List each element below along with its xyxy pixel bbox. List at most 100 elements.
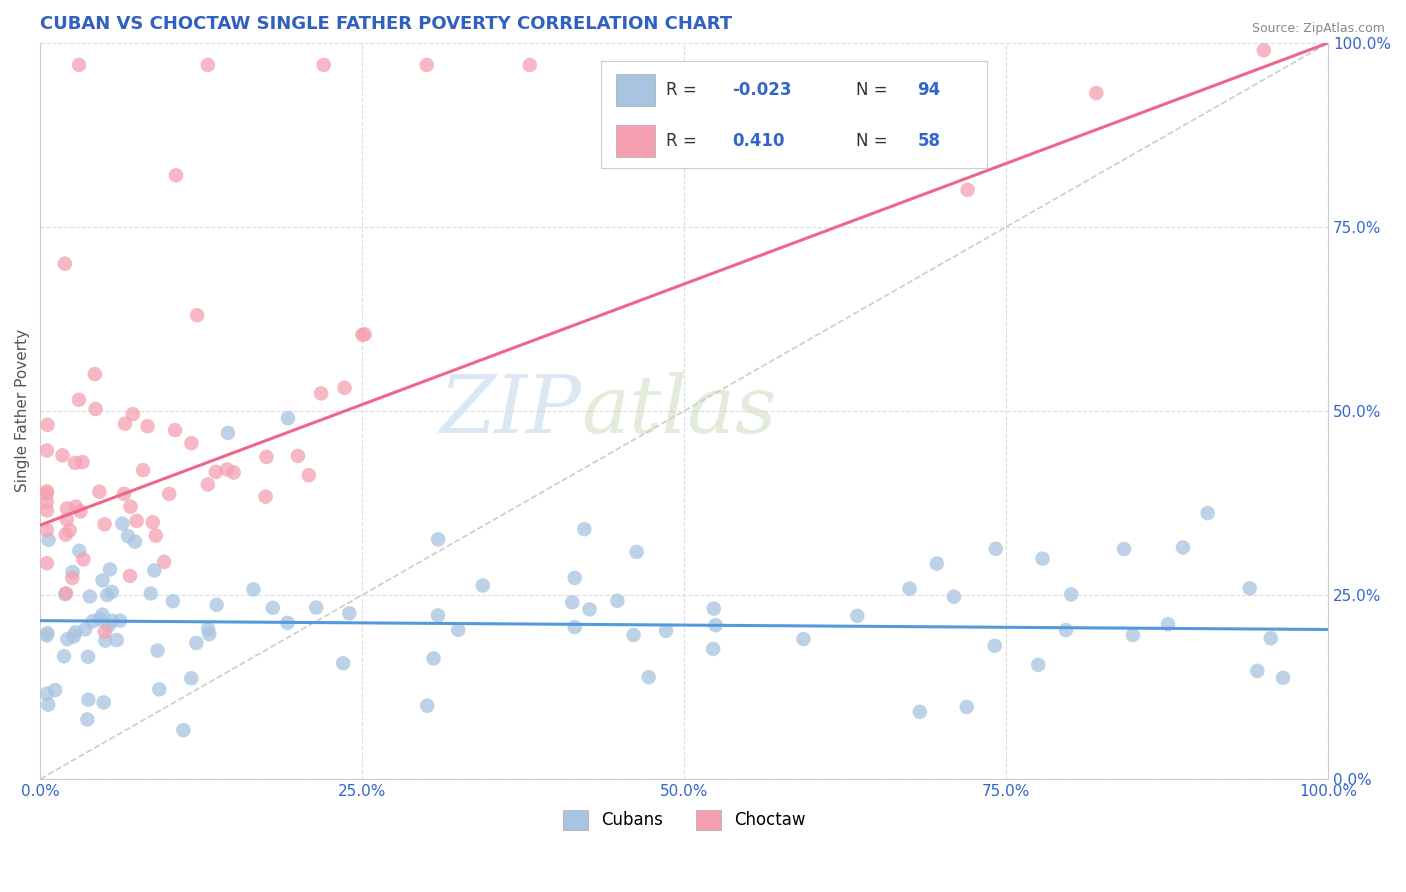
Point bbox=[337, 607, 360, 621]
Point bbox=[519, 58, 541, 72]
Point bbox=[77, 692, 100, 706]
Point bbox=[35, 556, 58, 570]
Point bbox=[702, 642, 724, 657]
Point bbox=[108, 614, 131, 628]
Point bbox=[606, 594, 628, 608]
Point bbox=[984, 541, 1007, 556]
Legend: Cubans, Choctaw: Cubans, Choctaw bbox=[555, 803, 813, 837]
Point bbox=[172, 723, 194, 738]
Point bbox=[55, 512, 77, 526]
Point bbox=[83, 367, 105, 381]
Point bbox=[94, 624, 117, 639]
Point bbox=[276, 615, 298, 630]
Point bbox=[38, 533, 60, 547]
Point bbox=[1171, 541, 1194, 555]
Point bbox=[35, 523, 58, 537]
Point bbox=[574, 522, 596, 536]
Point bbox=[180, 671, 202, 685]
Point bbox=[984, 639, 1007, 653]
Point bbox=[655, 624, 678, 638]
Point bbox=[56, 632, 79, 647]
Point bbox=[204, 465, 226, 479]
Point bbox=[1239, 582, 1261, 596]
Point bbox=[62, 565, 84, 579]
Point bbox=[35, 486, 58, 500]
Point bbox=[35, 628, 58, 642]
Point bbox=[142, 516, 165, 530]
Point bbox=[101, 614, 124, 628]
Point bbox=[1060, 587, 1083, 601]
Point bbox=[35, 687, 58, 701]
Point bbox=[65, 500, 87, 514]
Point bbox=[217, 425, 239, 440]
Point bbox=[333, 381, 356, 395]
Point bbox=[942, 590, 965, 604]
Point bbox=[1157, 617, 1180, 632]
Point bbox=[59, 524, 82, 538]
Point bbox=[1085, 86, 1108, 100]
Point bbox=[120, 500, 142, 514]
Point bbox=[186, 636, 208, 650]
Point bbox=[1246, 664, 1268, 678]
Point bbox=[215, 462, 238, 476]
Point bbox=[703, 601, 725, 615]
Point bbox=[422, 651, 444, 665]
Point bbox=[53, 649, 76, 664]
Point bbox=[132, 463, 155, 477]
Point bbox=[1253, 43, 1275, 57]
Point bbox=[427, 608, 450, 623]
Point bbox=[136, 419, 159, 434]
Point bbox=[447, 623, 470, 637]
Point bbox=[153, 555, 176, 569]
Point bbox=[312, 58, 335, 72]
Point bbox=[82, 614, 104, 628]
Point bbox=[908, 705, 931, 719]
Point bbox=[105, 633, 128, 648]
Point bbox=[1026, 657, 1049, 672]
Point bbox=[72, 455, 94, 469]
Point bbox=[925, 557, 948, 571]
Point bbox=[792, 632, 814, 646]
Point bbox=[118, 569, 141, 583]
Point bbox=[37, 417, 59, 432]
Point bbox=[124, 534, 146, 549]
Point bbox=[1197, 506, 1219, 520]
Point bbox=[112, 487, 135, 501]
Point bbox=[262, 600, 284, 615]
Point bbox=[256, 450, 278, 464]
Point bbox=[564, 620, 586, 634]
Point bbox=[35, 503, 58, 517]
Point bbox=[956, 183, 979, 197]
Point bbox=[67, 392, 90, 407]
Point bbox=[94, 633, 117, 648]
Point bbox=[898, 582, 921, 596]
Point bbox=[242, 582, 264, 597]
Point bbox=[352, 327, 374, 342]
Point bbox=[148, 682, 170, 697]
Point bbox=[75, 622, 97, 636]
Point bbox=[53, 587, 76, 601]
Point bbox=[44, 683, 66, 698]
Point bbox=[197, 622, 219, 636]
Point bbox=[471, 578, 494, 592]
Point bbox=[277, 411, 299, 425]
Point bbox=[561, 595, 583, 609]
Text: CUBAN VS CHOCTAW SINGLE FATHER POVERTY CORRELATION CHART: CUBAN VS CHOCTAW SINGLE FATHER POVERTY C… bbox=[41, 15, 733, 33]
Point bbox=[197, 477, 219, 491]
Point bbox=[56, 501, 79, 516]
Point bbox=[578, 602, 600, 616]
Point bbox=[180, 436, 202, 450]
Point bbox=[98, 562, 121, 576]
Point bbox=[84, 402, 107, 417]
Point bbox=[35, 484, 58, 499]
Text: Source: ZipAtlas.com: Source: ZipAtlas.com bbox=[1251, 22, 1385, 36]
Point bbox=[416, 58, 439, 72]
Point bbox=[96, 588, 118, 602]
Point bbox=[89, 484, 111, 499]
Point bbox=[626, 545, 648, 559]
Point bbox=[93, 517, 115, 532]
Point bbox=[52, 448, 75, 462]
Point bbox=[62, 629, 84, 643]
Point bbox=[77, 649, 100, 664]
Point bbox=[623, 628, 645, 642]
